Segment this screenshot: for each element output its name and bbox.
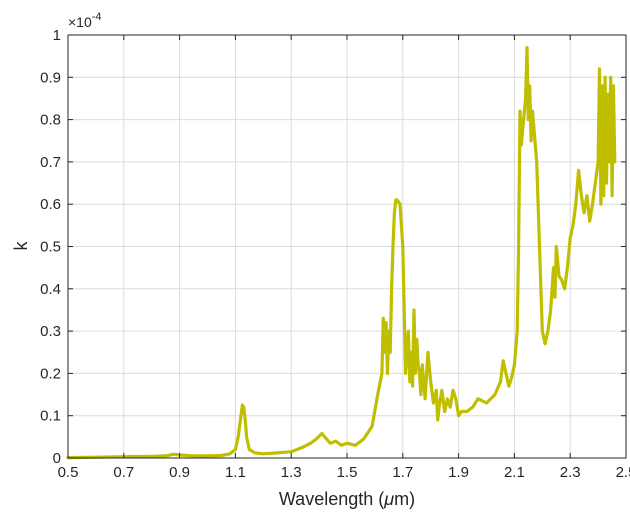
x-tick-label: 1.1	[225, 464, 246, 481]
y-tick-label: 1	[53, 27, 61, 44]
y-tick-label: 0.2	[40, 365, 61, 382]
y-tick-label: 0.1	[40, 408, 61, 425]
x-tick-label: 1.7	[392, 464, 413, 481]
y-axis-title: k	[11, 241, 31, 251]
ticks: 0.5 0.7 0.9 1.1 1.3 1.5 1.7 1.9 2.1 2.3 2.5 0 0.1 0.2…	[40, 27, 630, 481]
y-multiplier-base: ×10	[68, 14, 92, 30]
x-tick-label: 1.3	[281, 464, 302, 481]
y-tick-label: 0.5	[40, 239, 61, 256]
series-line-0	[66, 46, 617, 460]
y-multiplier-label: ×10-4	[68, 11, 102, 30]
y-tick-label: 0.3	[40, 323, 61, 340]
x-tick-label: 0.7	[113, 464, 134, 481]
x-tick-label: 0.9	[169, 464, 190, 481]
x-tick-label: 1.9	[448, 464, 469, 481]
x-tick-label: 0.5	[58, 464, 79, 481]
x-axis-title-unit: μ	[383, 489, 394, 509]
x-tick-label: 1.5	[337, 464, 358, 481]
series-layer	[66, 46, 617, 460]
y-multiplier-exponent: -4	[92, 11, 102, 23]
y-tick-label: 0.8	[40, 112, 61, 129]
y-tick-label: 0.7	[40, 154, 61, 171]
x-tick-label: 2.3	[560, 464, 581, 481]
y-tick-label: 0.6	[40, 196, 61, 213]
x-axis-title-suffix: m)	[394, 489, 415, 509]
y-tick-label: 0	[53, 450, 61, 467]
x-tick-label: 2.5	[616, 464, 630, 481]
y-tick-label: 0.9	[40, 69, 61, 86]
x-axis-title-prefix: Wavelength (	[279, 489, 384, 509]
x-axis-title: Wavelength (μm)	[279, 489, 415, 509]
x-tick-label: 2.1	[504, 464, 525, 481]
y-tick-label: 0.4	[40, 281, 61, 298]
